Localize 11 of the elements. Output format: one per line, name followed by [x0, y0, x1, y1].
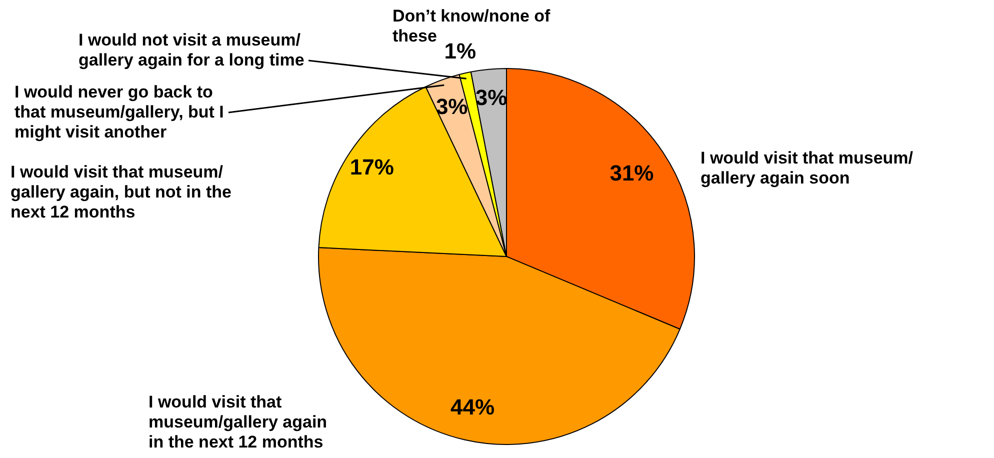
data-label: 44%	[450, 394, 495, 420]
data-label: 31%	[610, 160, 654, 186]
slice-label: I would visit that museum/gallery again in the next 12 months	[148, 392, 328, 452]
data-label: 3%	[436, 94, 468, 119]
slice-label: I would visit that museum/ gallery again, but not in the next 12 months	[10, 162, 232, 222]
slice-label: I would not visit a museum/ gallery again for a long time	[78, 30, 304, 70]
slice-label: I would visit that museum/ gallery again soon	[700, 148, 914, 188]
data-label: 1%	[444, 38, 476, 64]
data-label: 3%	[475, 84, 508, 110]
slice-label: I would never go back to that museum/gallery, but I might visit another	[14, 82, 224, 142]
data-label: 17%	[350, 154, 394, 180]
